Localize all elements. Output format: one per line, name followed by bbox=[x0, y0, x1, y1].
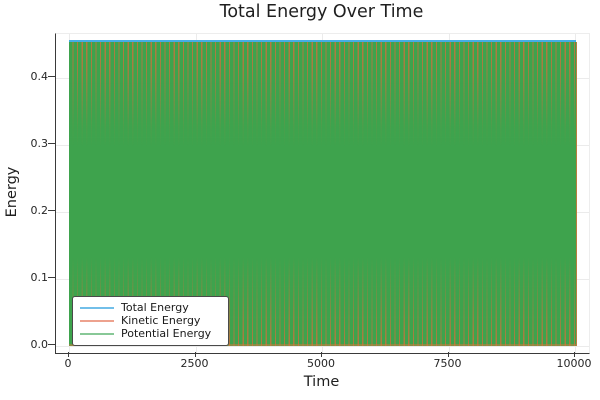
legend: Total Energy Kinetic Energy Potential En… bbox=[72, 296, 229, 346]
x-tick bbox=[574, 352, 576, 357]
x-tick bbox=[194, 352, 196, 357]
total-energy-line-sample bbox=[80, 306, 114, 309]
legend-label: Potential Energy bbox=[121, 327, 212, 341]
legend-label: Kinetic Energy bbox=[121, 313, 201, 327]
y-tick bbox=[48, 210, 55, 212]
y-tick-label: 0.1 bbox=[30, 271, 49, 284]
legend-entry-potential: Potential Energy bbox=[80, 328, 220, 341]
y-tick bbox=[48, 143, 55, 145]
kinetic-potential-energy-band bbox=[69, 42, 577, 346]
x-tick bbox=[447, 352, 449, 357]
y-tick bbox=[48, 277, 55, 279]
y-tick-label: 0.3 bbox=[30, 137, 49, 150]
y-tick bbox=[48, 344, 55, 346]
x-axis-label: Time bbox=[303, 374, 340, 390]
x-tick-label: 2500 bbox=[180, 357, 209, 370]
potential-energy-line-sample bbox=[80, 333, 114, 336]
kinetic-energy-line-sample bbox=[80, 319, 114, 323]
y-tick-label: 0.0 bbox=[30, 338, 49, 351]
chart-title: Total Energy Over Time bbox=[219, 2, 424, 22]
total-energy-line bbox=[69, 40, 576, 43]
x-tick-label: 7500 bbox=[433, 357, 462, 370]
x-tick bbox=[68, 352, 70, 357]
x-tick-label: 10000 bbox=[556, 357, 592, 370]
y-tick bbox=[48, 76, 55, 78]
kinetic-energy-bottom-edge bbox=[69, 344, 576, 346]
y-axis-label: Energy bbox=[4, 166, 20, 218]
legend-label: Total Energy bbox=[121, 300, 189, 314]
x-tick-label: 5000 bbox=[307, 357, 335, 370]
y-tick-label: 0.2 bbox=[30, 204, 49, 217]
x-tick-label: 0 bbox=[64, 357, 72, 370]
plot-area: Total Energy Kinetic Energy Potential En… bbox=[55, 33, 590, 354]
legend-entry-total: Total Energy bbox=[80, 301, 220, 314]
x-tick bbox=[321, 352, 323, 357]
y-tick-label: 0.4 bbox=[30, 70, 49, 83]
legend-entry-kinetic: Kinetic Energy bbox=[80, 314, 220, 327]
